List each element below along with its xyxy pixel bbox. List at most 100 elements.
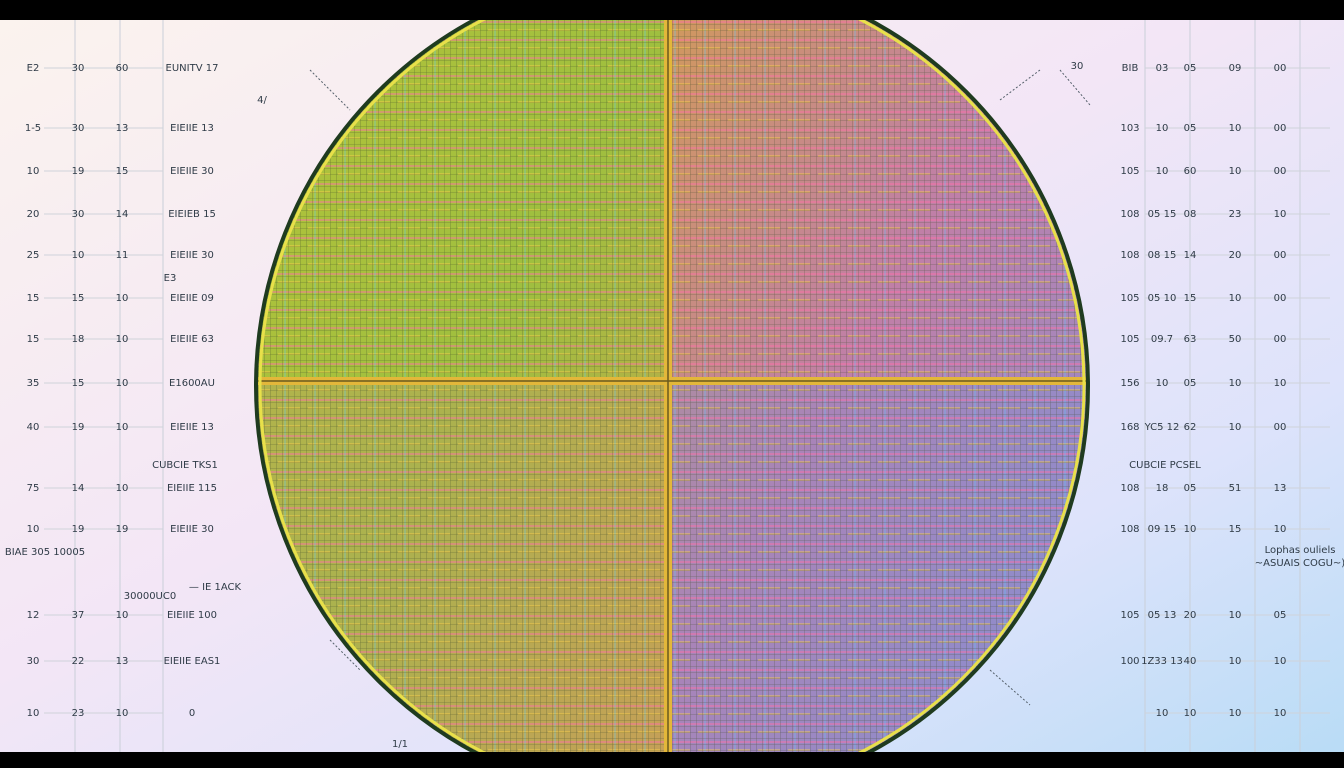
left-cell: EIEIIE 13 [170,123,214,134]
right-cell: 09 [1229,63,1242,74]
left-cell: 12 [27,610,40,621]
right-cell: 10 [1229,123,1242,134]
left-cell: 13 [116,123,129,134]
left-cell: 11 [116,250,129,261]
right-cell: 10 [1229,293,1242,304]
wafer-inner-ring [258,0,1086,768]
right-cell: 05 [1184,483,1197,494]
left-cell: 10 [27,524,40,535]
left-cell: 10 [116,610,129,621]
left-cell: 19 [72,422,85,433]
top-bar [0,0,1344,20]
right-cell: 105 [1120,166,1139,177]
right-cell: 63 [1184,334,1197,345]
pointer [309,69,351,111]
wafer-edge [254,0,1090,768]
left-note: 30000UC0 [124,591,176,602]
right-cell: 108 [1120,483,1139,494]
right-cell: 62 [1184,422,1197,433]
right-cell: 105 [1120,610,1139,621]
left-cell: 75 [27,483,40,494]
right-cell: 08 15 [1148,250,1177,261]
labels: E2 30 60 EUNITV 17 1-5 30 13 EIEIIE 13 10 19 15 EIE… [5,61,1344,750]
left-cell: 10 [27,166,40,177]
left-cell: EIEIIE 30 [170,524,214,535]
right-cell: 10 [1184,708,1197,719]
right-note: Lophas ouliels [1265,545,1336,556]
right-cell: 09 15 [1148,524,1177,535]
right-cell: 10 [1274,378,1287,389]
left-cell: EUNITV 17 [166,63,219,74]
right-note: 30 [1071,61,1084,72]
right-cell: 09.7 [1151,334,1173,345]
right-cell: YC5 12 [1144,422,1180,433]
left-note: BIAE 305 10005 [5,547,85,558]
right-cell: BIB [1122,63,1139,74]
left-cell: 1-5 [25,123,41,134]
left-cell: 15 [27,293,40,304]
right-cell: 03 [1156,63,1169,74]
right-cell: 10 [1229,708,1242,719]
right-note: CUBCIE PCSEL [1129,460,1201,471]
right-cell: 50 [1229,334,1242,345]
left-cell: 10 [116,378,129,389]
right-cell: 13 [1274,483,1287,494]
left-cell: 15 [72,293,85,304]
left-note: CUBCIE TKS1 [152,460,218,471]
left-cell: 30 [27,656,40,667]
left-cell: EIEIIE 13 [170,422,214,433]
left-cell: EIEIIE 30 [170,250,214,261]
left-cell: EIEIIE 09 [170,293,214,304]
left-note: — IE 1ACK [189,582,242,593]
right-cell: 108 [1120,209,1139,220]
left-note: E3 [164,273,177,284]
right-cell: 05 [1184,63,1197,74]
left-cell: 19 [116,524,129,535]
left-cell: 15 [116,166,129,177]
pointer [329,639,361,671]
right-cell: 10 [1156,123,1169,134]
right-note: ~ASUAIS COGU~) [1255,558,1344,569]
right-cell: 108 [1120,524,1139,535]
left-cell: EIEIIE 115 [167,483,217,494]
right-cell: 10 [1156,708,1169,719]
left-cell: 19 [72,524,85,535]
right-cell: 103 [1120,123,1139,134]
left-cell: 37 [72,610,85,621]
right-cell: 20 [1184,610,1197,621]
right-cell: 15 [1184,293,1197,304]
right-cell: 20 [1229,250,1242,261]
left-cell: 18 [72,334,85,345]
right-cell: 08 [1184,209,1197,220]
right-cell: 00 [1274,250,1287,261]
left-cell: 30 [72,63,85,74]
right-cell: 168 [1120,422,1139,433]
pointer [989,669,1031,706]
right-cell: 00 [1274,123,1287,134]
right-cell: 10 [1274,524,1287,535]
right-cell: 05 13 [1148,610,1177,621]
right-cell: 00 [1274,334,1287,345]
guide-lines [74,20,1301,752]
right-cell: 05 10 [1148,293,1177,304]
left-cell: 13 [116,656,129,667]
bottom-bar [0,752,1344,768]
right-cell: 05 [1184,378,1197,389]
right-cell: 10 [1229,422,1242,433]
wafer [256,20,1088,752]
left-cell: 30 [72,209,85,220]
left-cell: 10 [116,334,129,345]
left-cell: 22 [72,656,85,667]
right-cell: 10 [1274,656,1287,667]
left-cell: 40 [27,422,40,433]
left-cell: EIEIIE 100 [167,610,217,621]
left-cell: 10 [116,293,129,304]
right-cell: 40 [1184,656,1197,667]
left-cell: E1600AU [169,378,215,389]
right-cell: 10 [1229,610,1242,621]
left-cell: 10 [116,483,129,494]
left-cell: 14 [72,483,85,494]
right-cell: 00 [1274,166,1287,177]
left-cell: 23 [72,708,85,719]
